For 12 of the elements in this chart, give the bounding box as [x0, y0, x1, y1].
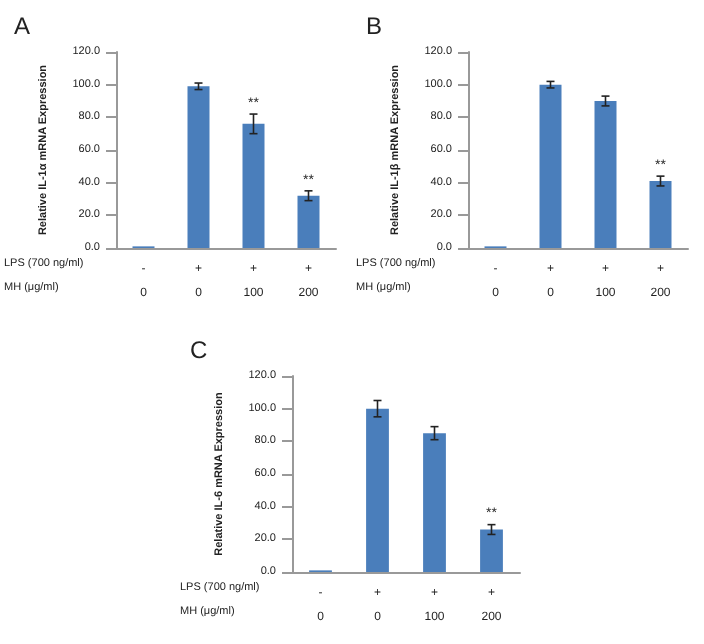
bar [649, 181, 672, 248]
bar [423, 433, 446, 572]
bar [480, 529, 503, 572]
bar [539, 84, 562, 248]
chart-title: A [14, 12, 31, 40]
chart-title: C [190, 336, 208, 364]
bar [594, 101, 617, 248]
chart-title: B [366, 12, 383, 40]
bar [242, 123, 265, 248]
bar [366, 408, 389, 572]
bar [297, 195, 320, 248]
bar [187, 86, 210, 248]
